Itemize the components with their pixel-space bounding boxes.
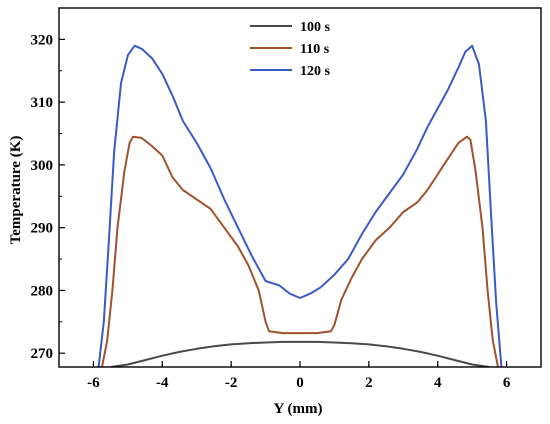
legend-label: 100 s xyxy=(300,20,331,35)
axes: -6 -4 -2 0 2 4 6 270 280 290 300 310 320 xyxy=(31,7,542,391)
y-tick-label: 300 xyxy=(31,158,54,174)
x-tick-label: -4 xyxy=(156,375,169,391)
x-tick-label: 4 xyxy=(434,375,442,391)
series-line-100s xyxy=(110,340,490,367)
y-tick-label: 270 xyxy=(31,346,54,362)
y-tick-label: 310 xyxy=(31,95,54,111)
x-tick-label: 0 xyxy=(296,375,304,391)
legend-label: 110 s xyxy=(300,42,330,57)
x-axis-title: Y (mm) xyxy=(273,401,322,417)
x-tick-label: -6 xyxy=(87,375,100,391)
y-tick-label: 290 xyxy=(31,221,54,237)
series-line-110s xyxy=(101,135,499,367)
x-tick-label: 2 xyxy=(365,375,373,391)
x-tick-label: -2 xyxy=(225,375,238,391)
plot-frame xyxy=(58,7,542,368)
plot-area xyxy=(97,44,503,367)
legend: 100 s 110 s 120 s xyxy=(250,20,331,79)
legend-label: 120 s xyxy=(300,64,331,79)
y-tick-label: 280 xyxy=(31,283,54,299)
y-axis-title: Temperature (K) xyxy=(8,136,24,245)
x-tick-label: 6 xyxy=(503,375,511,391)
y-tick-label: 320 xyxy=(31,32,54,48)
series-line-120s xyxy=(97,44,503,367)
